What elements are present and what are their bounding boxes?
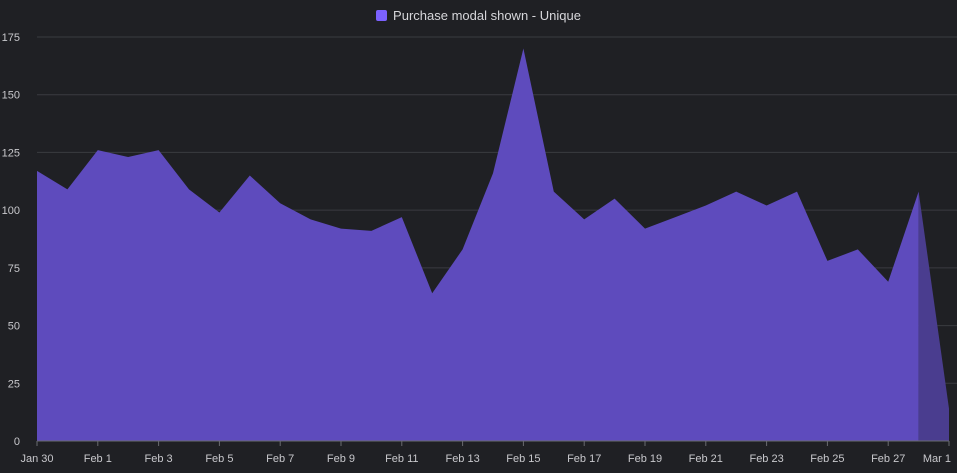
- y-tick-label: 100: [2, 205, 20, 217]
- series-area-incomplete[interactable]: [918, 191, 949, 441]
- data-point-feb-18[interactable]: [612, 196, 618, 202]
- data-point-feb-11[interactable]: [399, 214, 405, 220]
- legend-label: Purchase modal shown - Unique: [393, 8, 581, 23]
- y-tick-label: 175: [2, 32, 20, 44]
- data-point-feb-4[interactable]: [186, 186, 192, 192]
- data-point-jan-30[interactable]: [34, 168, 40, 174]
- data-point-feb-16[interactable]: [551, 189, 557, 195]
- series-area[interactable]: [37, 48, 919, 442]
- data-point-jan-31[interactable]: [64, 186, 70, 192]
- data-point-feb-2[interactable]: [125, 154, 131, 160]
- x-tick-label: Feb 7: [266, 453, 294, 465]
- x-tick-label: Feb 1: [84, 453, 112, 465]
- data-point-feb-7[interactable]: [277, 200, 283, 206]
- y-tick-label: 150: [2, 90, 20, 102]
- data-point-feb-15[interactable]: [520, 46, 526, 52]
- data-point-feb-6[interactable]: [247, 173, 253, 179]
- data-point-feb-1[interactable]: [95, 147, 101, 153]
- data-point-feb-19[interactable]: [642, 226, 648, 232]
- data-point-feb-17[interactable]: [581, 216, 587, 222]
- data-point-feb-12[interactable]: [429, 290, 435, 296]
- data-point-feb-21[interactable]: [703, 203, 709, 209]
- legend[interactable]: Purchase modal shown - Unique: [0, 8, 957, 23]
- y-tick-label: 25: [8, 378, 20, 390]
- data-point-feb-25[interactable]: [824, 258, 830, 264]
- x-tick-label: Jan 30: [20, 453, 53, 465]
- data-point-mar-1[interactable]: [946, 406, 952, 412]
- x-tick-label: Feb 23: [749, 453, 783, 465]
- data-point-feb-24[interactable]: [794, 189, 800, 195]
- data-point-feb-3[interactable]: [156, 147, 162, 153]
- y-tick-label: 0: [14, 436, 20, 448]
- x-tick-label: Feb 5: [205, 453, 233, 465]
- x-tick-label: Mar 1: [923, 453, 951, 465]
- y-tick-label: 125: [2, 147, 20, 159]
- legend-swatch: [376, 10, 388, 21]
- data-point-feb-9[interactable]: [338, 226, 344, 232]
- x-tick-label: Feb 13: [445, 453, 479, 465]
- data-point-feb-13[interactable]: [460, 246, 466, 252]
- data-point-feb-28[interactable]: [916, 189, 922, 195]
- x-tick-label: Feb 3: [145, 453, 173, 465]
- data-point-feb-23[interactable]: [764, 203, 770, 209]
- x-tick-label: Feb 9: [327, 453, 355, 465]
- x-tick-label: Feb 11: [385, 453, 418, 465]
- data-point-feb-26[interactable]: [855, 246, 861, 252]
- data-point-feb-10[interactable]: [368, 228, 374, 234]
- y-tick-label: 75: [8, 263, 20, 275]
- data-point-feb-20[interactable]: [672, 214, 678, 220]
- data-point-feb-14[interactable]: [490, 170, 496, 176]
- data-point-feb-8[interactable]: [308, 216, 314, 222]
- x-tick-label: Feb 15: [506, 453, 540, 465]
- x-tick-label: Feb 21: [689, 453, 723, 465]
- x-tick-label: Feb 17: [567, 453, 601, 465]
- x-tick-label: Feb 27: [871, 453, 905, 465]
- data-point-feb-22[interactable]: [733, 189, 739, 195]
- y-tick-label: 50: [8, 321, 20, 333]
- x-tick-label: Feb 19: [628, 453, 662, 465]
- x-tick-label: Feb 25: [810, 453, 844, 465]
- data-point-feb-5[interactable]: [216, 209, 222, 215]
- data-point-feb-27[interactable]: [885, 279, 891, 285]
